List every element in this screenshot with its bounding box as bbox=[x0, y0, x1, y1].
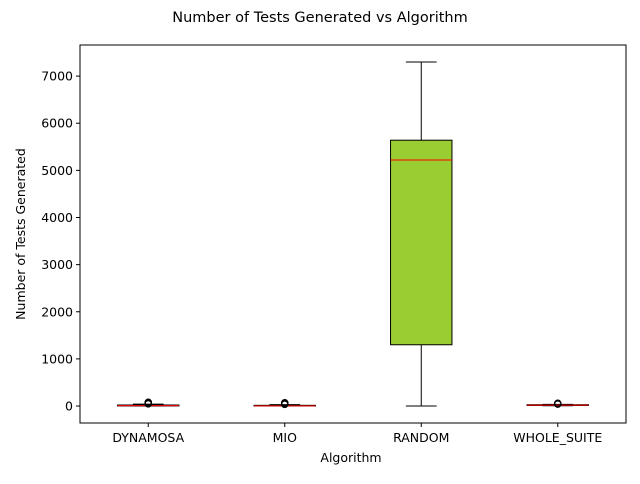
box-group bbox=[253, 399, 316, 409]
y-axis: 0 1000 2000 3000 4000 5000 6000 7000 bbox=[41, 69, 80, 414]
outlier-point bbox=[144, 398, 152, 406]
box-group bbox=[117, 398, 180, 408]
plot-frame bbox=[79, 44, 627, 424]
x-axis-label: Algorithm bbox=[320, 450, 381, 465]
x-tick-label: DYNAMOSA bbox=[112, 430, 184, 445]
y-tick-label: 6000 bbox=[41, 116, 73, 131]
box-group bbox=[390, 61, 453, 407]
y-tick-label: 2000 bbox=[41, 304, 73, 319]
y-tick-label: 0 bbox=[65, 399, 73, 414]
x-tick-label: RANDOM bbox=[393, 430, 449, 445]
y-tick-label: 4000 bbox=[41, 210, 73, 225]
x-axis: DYNAMOSA MIO RANDOM WHOLE_SUITE bbox=[112, 423, 602, 445]
y-tick-label: 1000 bbox=[41, 351, 73, 366]
x-tick-label: WHOLE_SUITE bbox=[513, 430, 602, 445]
box-group bbox=[526, 399, 589, 408]
y-axis-label: Number of Tests Generated bbox=[13, 148, 28, 320]
y-tick-label: 3000 bbox=[41, 257, 73, 272]
x-tick-label: MIO bbox=[273, 430, 297, 445]
y-tick-label: 7000 bbox=[41, 69, 73, 84]
chart-title: Number of Tests Generated vs Algorithm bbox=[172, 10, 467, 26]
outlier-point bbox=[554, 399, 562, 407]
box-iqr bbox=[390, 139, 453, 346]
outlier-point bbox=[281, 399, 289, 407]
box-series bbox=[117, 61, 589, 409]
y-tick-label: 5000 bbox=[41, 163, 73, 178]
